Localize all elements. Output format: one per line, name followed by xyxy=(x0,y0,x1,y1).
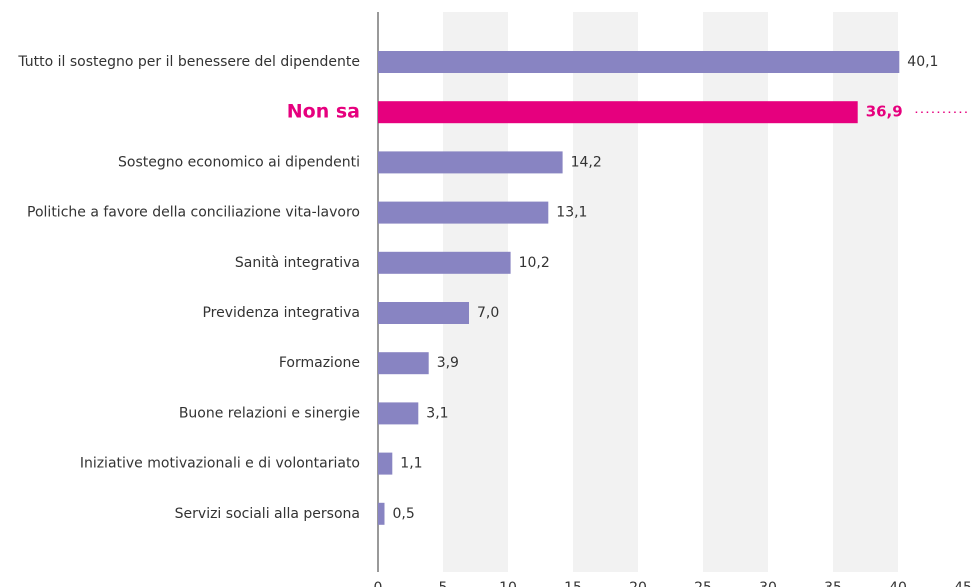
category-label: Sanità integrativa xyxy=(235,255,360,271)
value-label: 40,1 xyxy=(907,54,938,70)
value-label: 0,5 xyxy=(393,506,415,522)
bar xyxy=(378,502,385,525)
x-tick-label: 5 xyxy=(439,580,448,587)
x-tick-label: 45 xyxy=(954,580,972,587)
category-label: Iniziative motivazionali e di volontaria… xyxy=(80,456,360,472)
x-tick-label: 40 xyxy=(889,580,907,587)
category-label: Servizi sociali alla persona xyxy=(175,506,360,522)
grid-band xyxy=(443,12,508,572)
x-tick-label: 25 xyxy=(694,580,712,587)
x-tick-label: 20 xyxy=(629,580,647,587)
bar xyxy=(378,101,858,124)
bar xyxy=(378,201,549,224)
category-label: Tutto il sostegno per il benessere del d… xyxy=(17,54,360,70)
value-label: 7,0 xyxy=(477,305,499,321)
grid-band xyxy=(833,12,898,572)
value-label: 14,2 xyxy=(571,154,602,170)
bar xyxy=(378,251,511,274)
bar xyxy=(378,151,563,174)
category-label: Buone relazioni e sinergie xyxy=(179,405,360,421)
category-label: Non sa xyxy=(287,101,360,123)
bar xyxy=(378,402,419,425)
value-label: 13,1 xyxy=(556,205,587,221)
category-label: Formazione xyxy=(279,355,360,371)
value-label: 36,9 xyxy=(866,103,903,121)
value-label: 3,9 xyxy=(437,355,459,371)
value-label: 10,2 xyxy=(519,255,550,271)
x-tick-label: 10 xyxy=(499,580,517,587)
bar xyxy=(378,452,393,475)
bar xyxy=(378,51,900,73)
category-label: Politiche a favore della conciliazione v… xyxy=(27,205,360,221)
value-label: 3,1 xyxy=(426,405,448,421)
category-label: Previdenza integrativa xyxy=(202,305,360,321)
value-label: 1,1 xyxy=(400,456,422,472)
x-tick-label: 0 xyxy=(374,580,383,587)
x-tick-label: 35 xyxy=(824,580,842,587)
category-label: Sostegno economico ai dipendenti xyxy=(118,154,360,170)
grid-band xyxy=(573,12,638,572)
x-tick-label: 30 xyxy=(759,580,777,587)
grid-band xyxy=(703,12,768,572)
x-tick-label: 15 xyxy=(564,580,582,587)
bar xyxy=(378,352,429,375)
bar xyxy=(378,302,469,324)
